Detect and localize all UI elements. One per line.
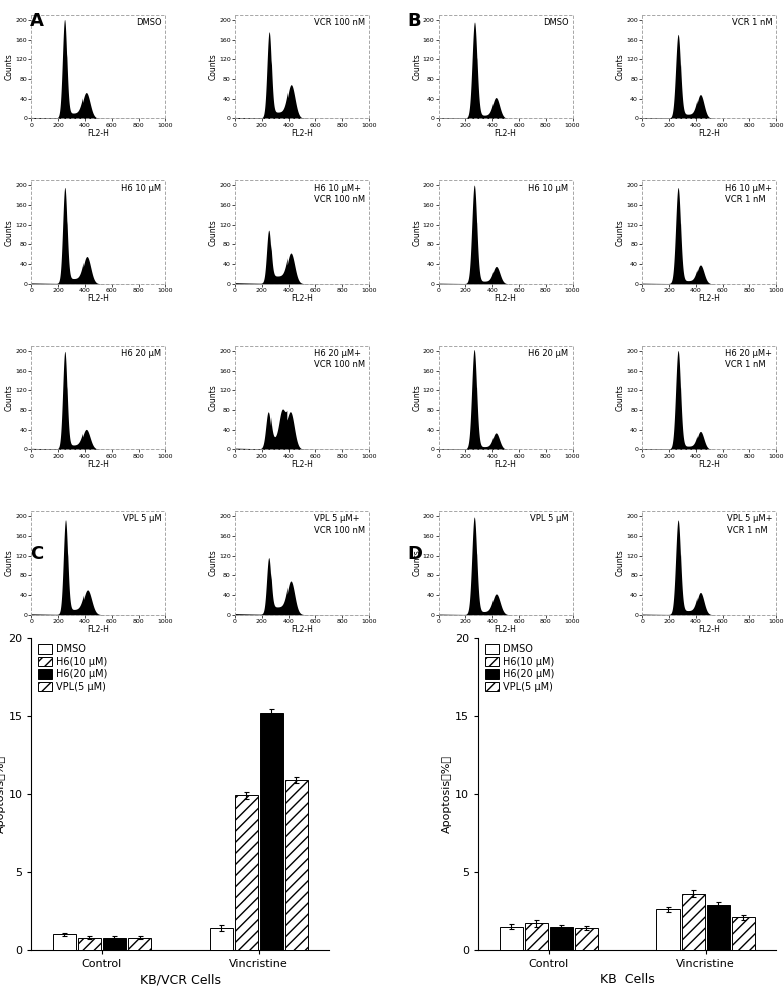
X-axis label: KB  Cells: KB Cells — [600, 973, 655, 986]
Bar — [78, 938, 101, 950]
X-axis label: FL2-H: FL2-H — [699, 129, 720, 138]
Bar — [285, 780, 308, 950]
X-axis label: FL2-H: FL2-H — [699, 625, 720, 634]
Text: H6 10 μM: H6 10 μM — [122, 184, 162, 193]
X-axis label: FL2-H: FL2-H — [87, 129, 109, 138]
Bar — [706, 905, 730, 950]
Y-axis label: Counts: Counts — [412, 550, 421, 576]
Y-axis label: Counts: Counts — [5, 550, 14, 576]
Bar — [731, 917, 755, 950]
Text: DMSO: DMSO — [543, 18, 568, 27]
Text: B: B — [408, 12, 421, 30]
Text: VCR 100 nM: VCR 100 nM — [314, 18, 365, 27]
Text: A: A — [30, 12, 44, 30]
Bar — [656, 909, 680, 950]
Y-axis label: Counts: Counts — [209, 384, 218, 411]
Y-axis label: Counts: Counts — [209, 53, 218, 80]
Text: VPL 5 μM: VPL 5 μM — [530, 514, 568, 523]
Text: H6 10 μM: H6 10 μM — [528, 184, 568, 193]
Text: VPL 5 μM: VPL 5 μM — [122, 514, 162, 523]
Bar — [550, 927, 573, 950]
Legend: DMSO, H6(10 μM), H6(20 μM), VPL(5 μM): DMSO, H6(10 μM), H6(20 μM), VPL(5 μM) — [36, 642, 109, 694]
Y-axis label: Counts: Counts — [412, 219, 421, 246]
Text: H6 10 μM+
VCR 100 nM: H6 10 μM+ VCR 100 nM — [314, 184, 365, 204]
Bar — [524, 923, 548, 950]
X-axis label: FL2-H: FL2-H — [495, 294, 517, 303]
Text: C: C — [30, 545, 43, 563]
Y-axis label: Counts: Counts — [616, 53, 625, 80]
Bar — [103, 938, 126, 950]
X-axis label: KB/VCR Cells: KB/VCR Cells — [140, 973, 221, 986]
Text: VPL 5 μM+
VCR 100 nM: VPL 5 μM+ VCR 100 nM — [314, 514, 365, 535]
X-axis label: FL2-H: FL2-H — [291, 129, 313, 138]
Y-axis label: Apoptosis（%）: Apoptosis（%） — [0, 755, 5, 833]
X-axis label: FL2-H: FL2-H — [87, 460, 109, 469]
X-axis label: FL2-H: FL2-H — [291, 460, 313, 469]
Bar — [53, 934, 76, 950]
Y-axis label: Apoptosis（%）: Apoptosis（%） — [442, 755, 452, 833]
Y-axis label: Counts: Counts — [5, 53, 14, 80]
X-axis label: FL2-H: FL2-H — [699, 294, 720, 303]
Y-axis label: Counts: Counts — [412, 53, 421, 80]
Y-axis label: Counts: Counts — [209, 550, 218, 576]
Y-axis label: Counts: Counts — [412, 384, 421, 411]
Legend: DMSO, H6(10 μM), H6(20 μM), VPL(5 μM): DMSO, H6(10 μM), H6(20 μM), VPL(5 μM) — [483, 642, 556, 694]
Text: VCR 1 nM: VCR 1 nM — [731, 18, 772, 27]
X-axis label: FL2-H: FL2-H — [495, 129, 517, 138]
Text: H6 10 μM+
VCR 1 nM: H6 10 μM+ VCR 1 nM — [725, 184, 772, 204]
X-axis label: FL2-H: FL2-H — [291, 625, 313, 634]
Bar — [499, 927, 523, 950]
Text: H6 20 μM: H6 20 μM — [528, 349, 568, 358]
Y-axis label: Counts: Counts — [616, 219, 625, 246]
Text: H6 20 μM+
VCR 1 nM: H6 20 μM+ VCR 1 nM — [725, 349, 772, 369]
Y-axis label: Counts: Counts — [616, 384, 625, 411]
X-axis label: FL2-H: FL2-H — [495, 460, 517, 469]
Y-axis label: Counts: Counts — [616, 550, 625, 576]
Text: VPL 5 μM+
VCR 1 nM: VPL 5 μM+ VCR 1 nM — [727, 514, 772, 535]
X-axis label: FL2-H: FL2-H — [495, 625, 517, 634]
Text: H6 20 μM: H6 20 μM — [122, 349, 162, 358]
Text: H6 20 μM+
VCR 100 nM: H6 20 μM+ VCR 100 nM — [314, 349, 365, 369]
Y-axis label: Counts: Counts — [5, 384, 14, 411]
Y-axis label: Counts: Counts — [209, 219, 218, 246]
Bar — [234, 795, 258, 950]
Bar — [260, 713, 283, 950]
Bar — [128, 938, 151, 950]
X-axis label: FL2-H: FL2-H — [291, 294, 313, 303]
Bar — [575, 928, 598, 950]
X-axis label: FL2-H: FL2-H — [87, 625, 109, 634]
Bar — [209, 928, 233, 950]
X-axis label: FL2-H: FL2-H — [87, 294, 109, 303]
Text: DMSO: DMSO — [136, 18, 162, 27]
Y-axis label: Counts: Counts — [5, 219, 14, 246]
X-axis label: FL2-H: FL2-H — [699, 460, 720, 469]
Bar — [681, 894, 705, 950]
Text: D: D — [408, 545, 423, 563]
